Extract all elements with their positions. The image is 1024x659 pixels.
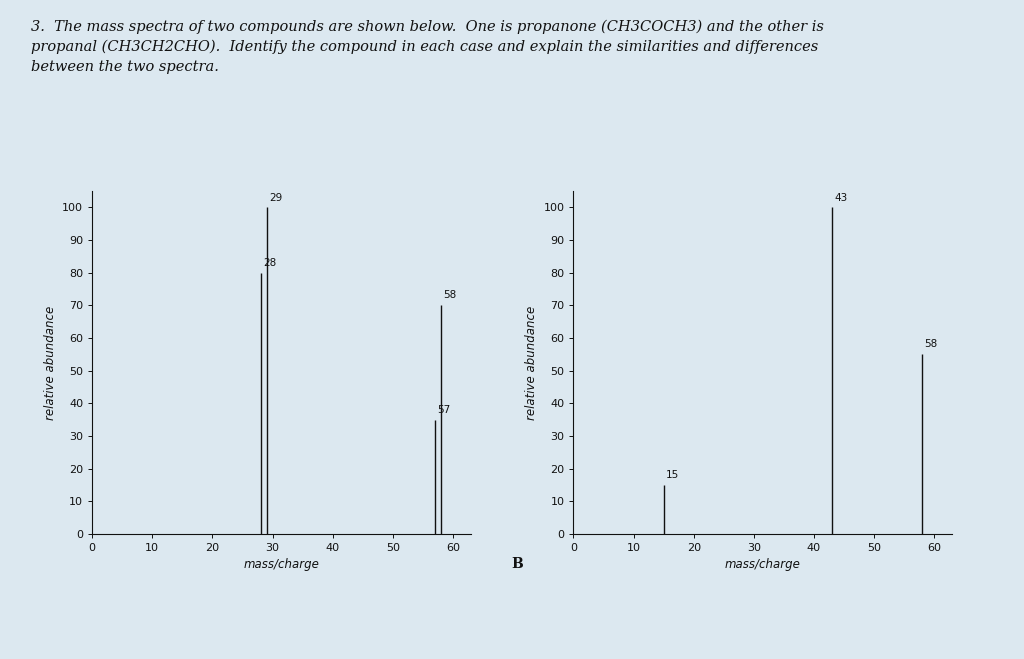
Text: 28: 28 bbox=[263, 258, 276, 268]
Text: B: B bbox=[511, 557, 523, 571]
Text: 58: 58 bbox=[925, 339, 938, 349]
Text: 43: 43 bbox=[835, 192, 848, 202]
Y-axis label: relative abundance: relative abundance bbox=[525, 305, 538, 420]
Text: 29: 29 bbox=[269, 192, 283, 202]
Text: 57: 57 bbox=[437, 405, 451, 415]
X-axis label: mass/charge: mass/charge bbox=[725, 558, 801, 571]
Y-axis label: relative abundance: relative abundance bbox=[44, 305, 56, 420]
Text: 15: 15 bbox=[666, 470, 679, 480]
Text: 58: 58 bbox=[443, 291, 457, 301]
Text: 3.  The mass spectra of two compounds are shown below.  One is propanone (CH3COC: 3. The mass spectra of two compounds are… bbox=[31, 20, 823, 74]
X-axis label: mass/charge: mass/charge bbox=[244, 558, 319, 571]
